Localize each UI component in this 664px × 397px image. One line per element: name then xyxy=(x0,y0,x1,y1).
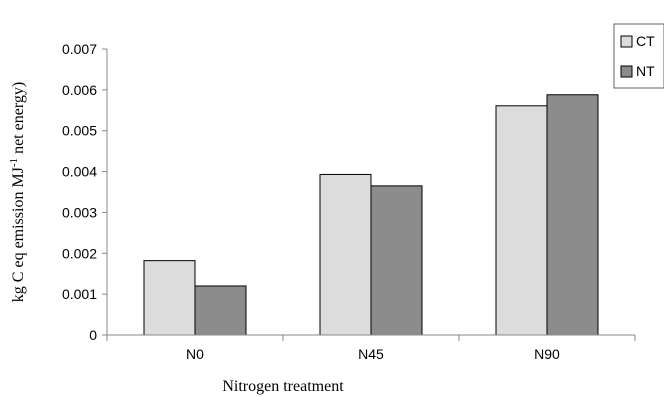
y-axis-title-tail: net energy) xyxy=(10,82,27,158)
y-tick-label: 0.003 xyxy=(62,204,97,220)
x-tick-label: N90 xyxy=(534,346,560,362)
y-axis-title: kg C eq emission MJ-1 net energy) xyxy=(8,82,27,302)
x-axis-ticks: N0 N45 N90 xyxy=(106,335,636,362)
y-tick-label: 0.001 xyxy=(62,286,97,302)
x-axis-title: Nitrogen treatment xyxy=(222,378,344,395)
x-tick-label: N45 xyxy=(358,346,384,362)
x-tick-label: N0 xyxy=(186,346,204,362)
y-tick-label: 0.006 xyxy=(62,82,97,98)
bar-ct-n45 xyxy=(319,173,372,336)
y-tick-label: 0 xyxy=(89,327,97,343)
bar-nt-n45 xyxy=(370,185,423,336)
legend-swatch-nt xyxy=(620,65,633,78)
y-tick-label: 0.007 xyxy=(62,41,97,57)
legend-swatch-ct xyxy=(620,35,633,48)
bar-nt-n0 xyxy=(194,285,247,336)
legend: CT NT xyxy=(613,23,664,89)
y-axis-title-superscript: -1 xyxy=(8,158,20,167)
bar-ct-n90 xyxy=(495,105,548,336)
legend-label-ct: CT xyxy=(636,33,655,49)
bars xyxy=(143,94,599,336)
legend-label-nt: NT xyxy=(636,63,655,79)
y-axis-title-main: kg C eq emission MJ xyxy=(10,167,27,302)
bar-ct-n0 xyxy=(143,260,196,336)
bar-nt-n90 xyxy=(546,94,599,336)
y-tick-label: 0.004 xyxy=(62,164,97,180)
y-tick-label: 0.005 xyxy=(62,123,97,139)
y-axis-ticks: 0 0.001 0.002 0.003 0.004 0.005 0.006 0.007 xyxy=(62,41,107,343)
y-tick-label: 0.002 xyxy=(62,245,97,261)
